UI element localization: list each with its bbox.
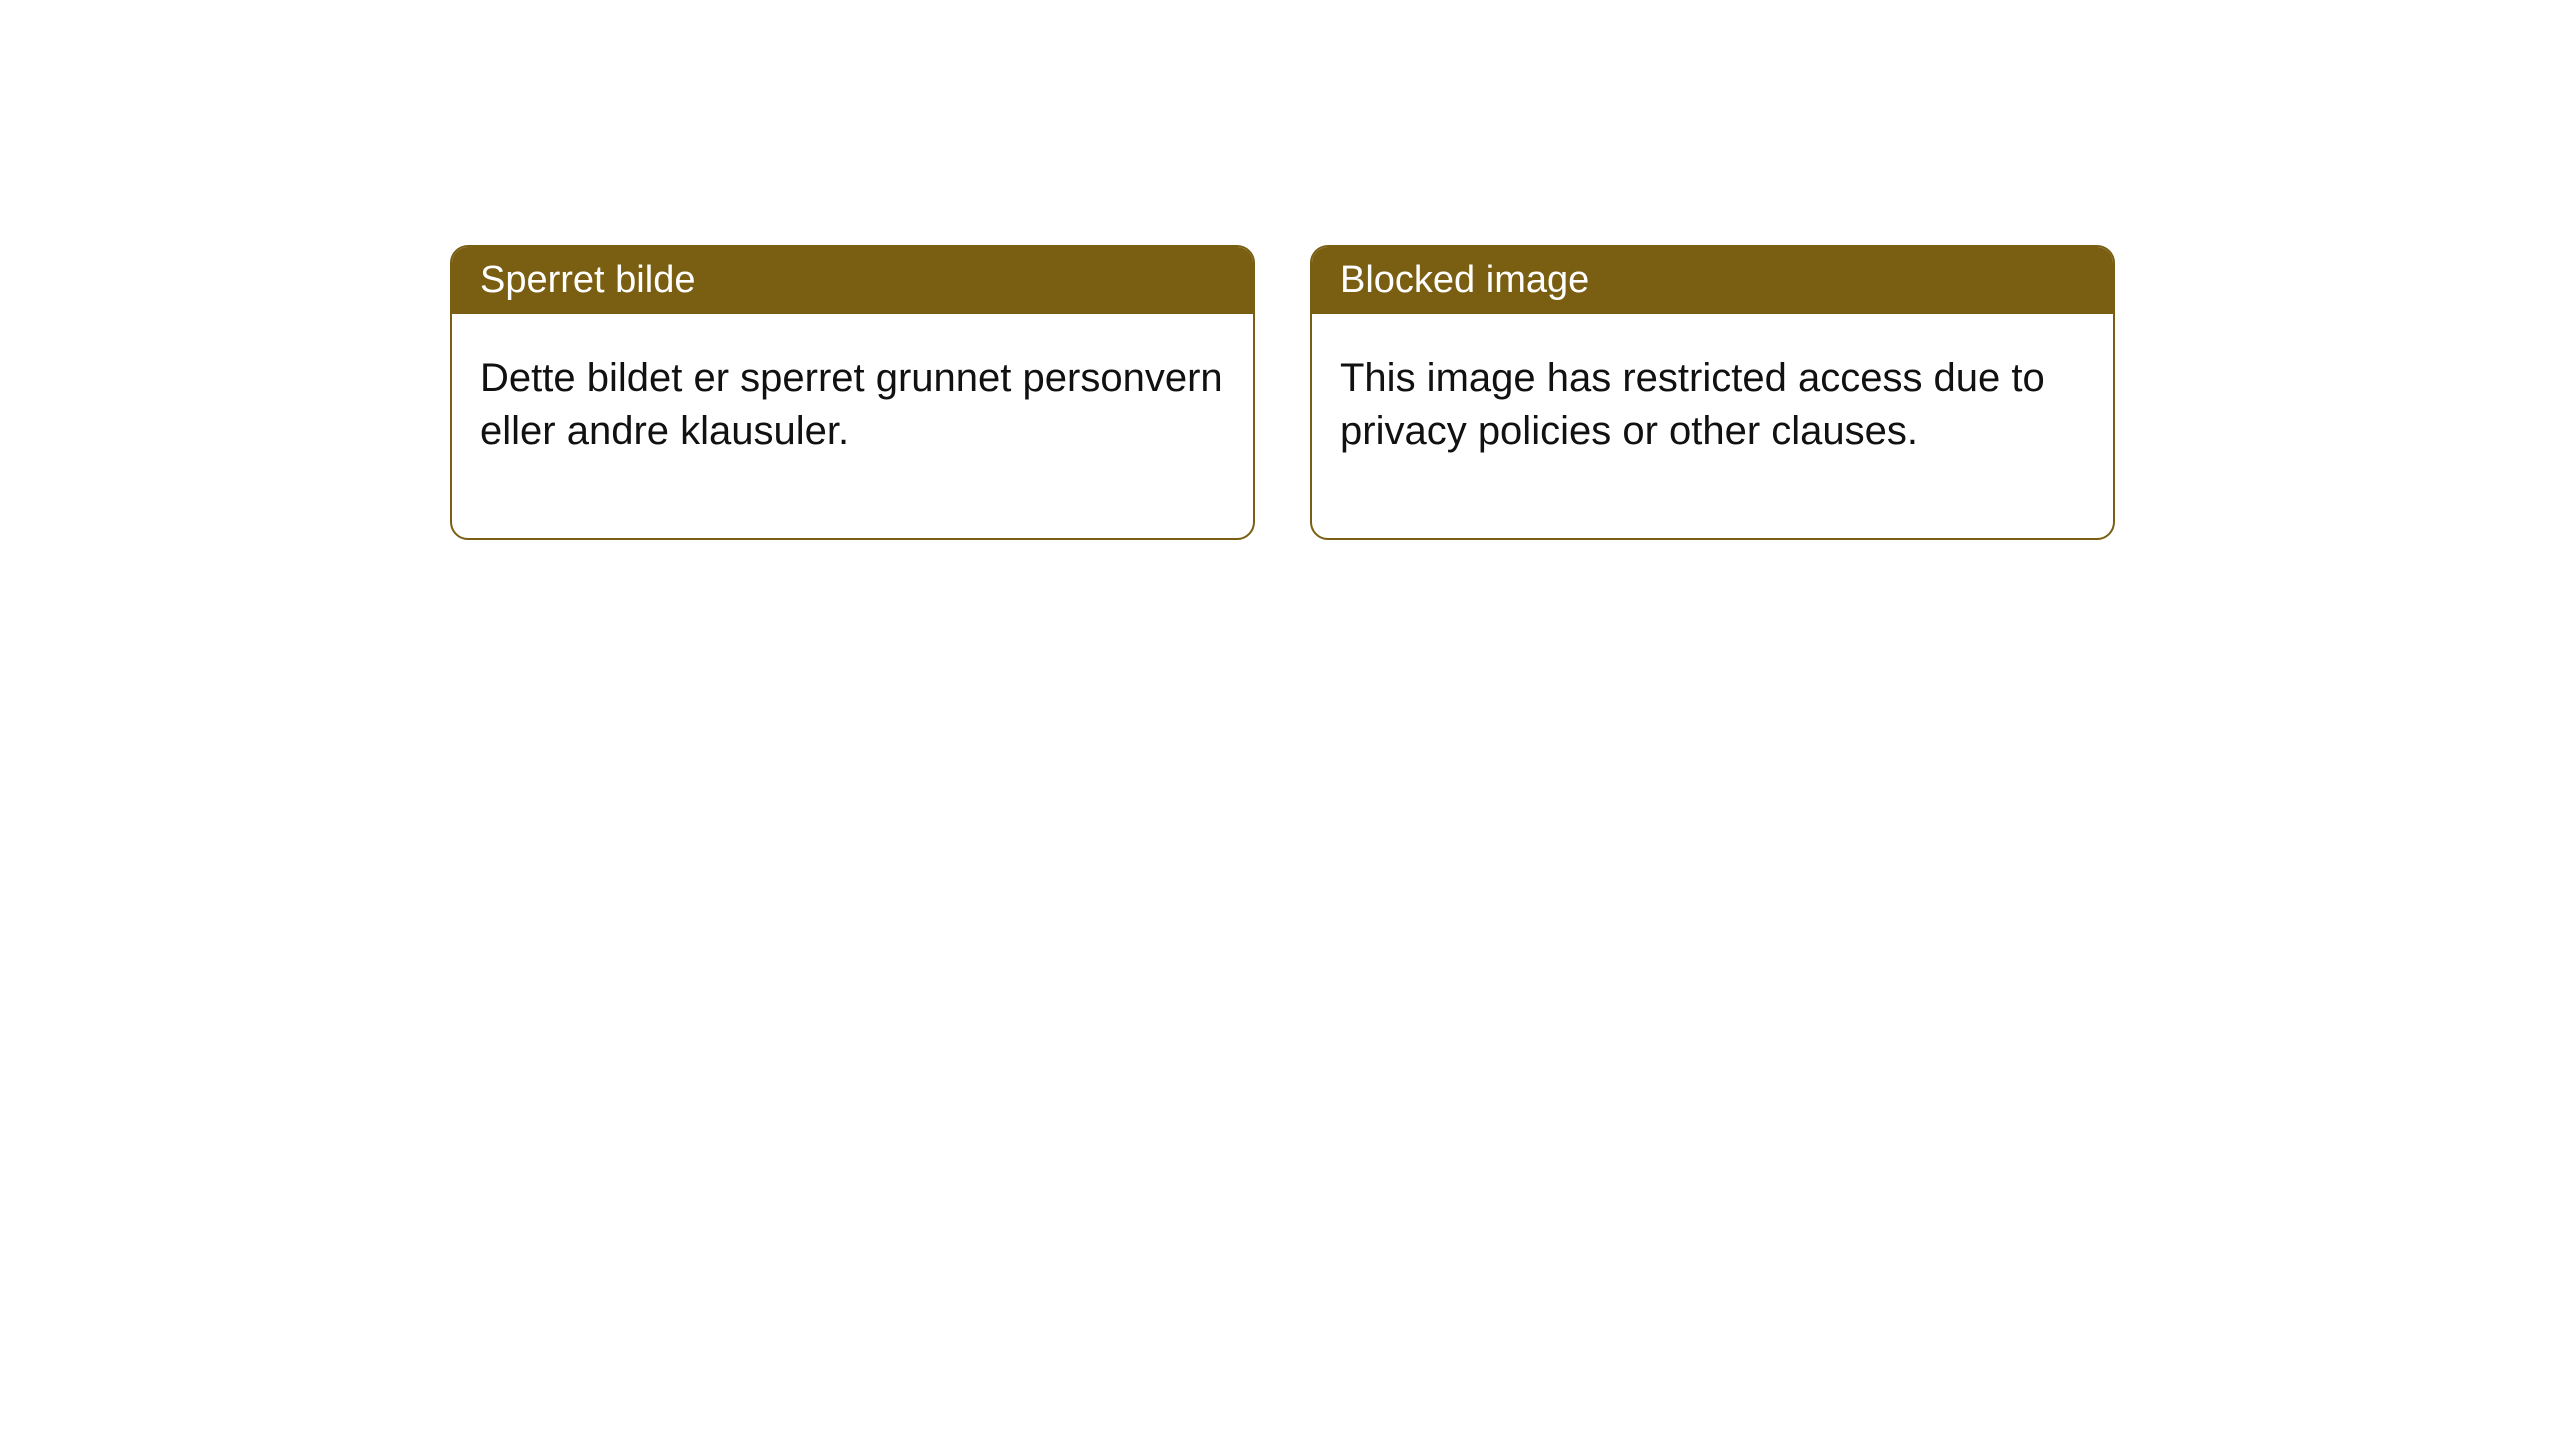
blocked-image-card-en: Blocked image This image has restricted … [1310, 245, 2115, 540]
card-body-en: This image has restricted access due to … [1312, 314, 2113, 538]
blocked-image-card-no: Sperret bilde Dette bildet er sperret gr… [450, 245, 1255, 540]
card-body-no: Dette bildet er sperret grunnet personve… [452, 314, 1253, 538]
card-header-no: Sperret bilde [452, 247, 1253, 314]
card-header-en: Blocked image [1312, 247, 2113, 314]
notice-cards-container: Sperret bilde Dette bildet er sperret gr… [0, 0, 2560, 540]
